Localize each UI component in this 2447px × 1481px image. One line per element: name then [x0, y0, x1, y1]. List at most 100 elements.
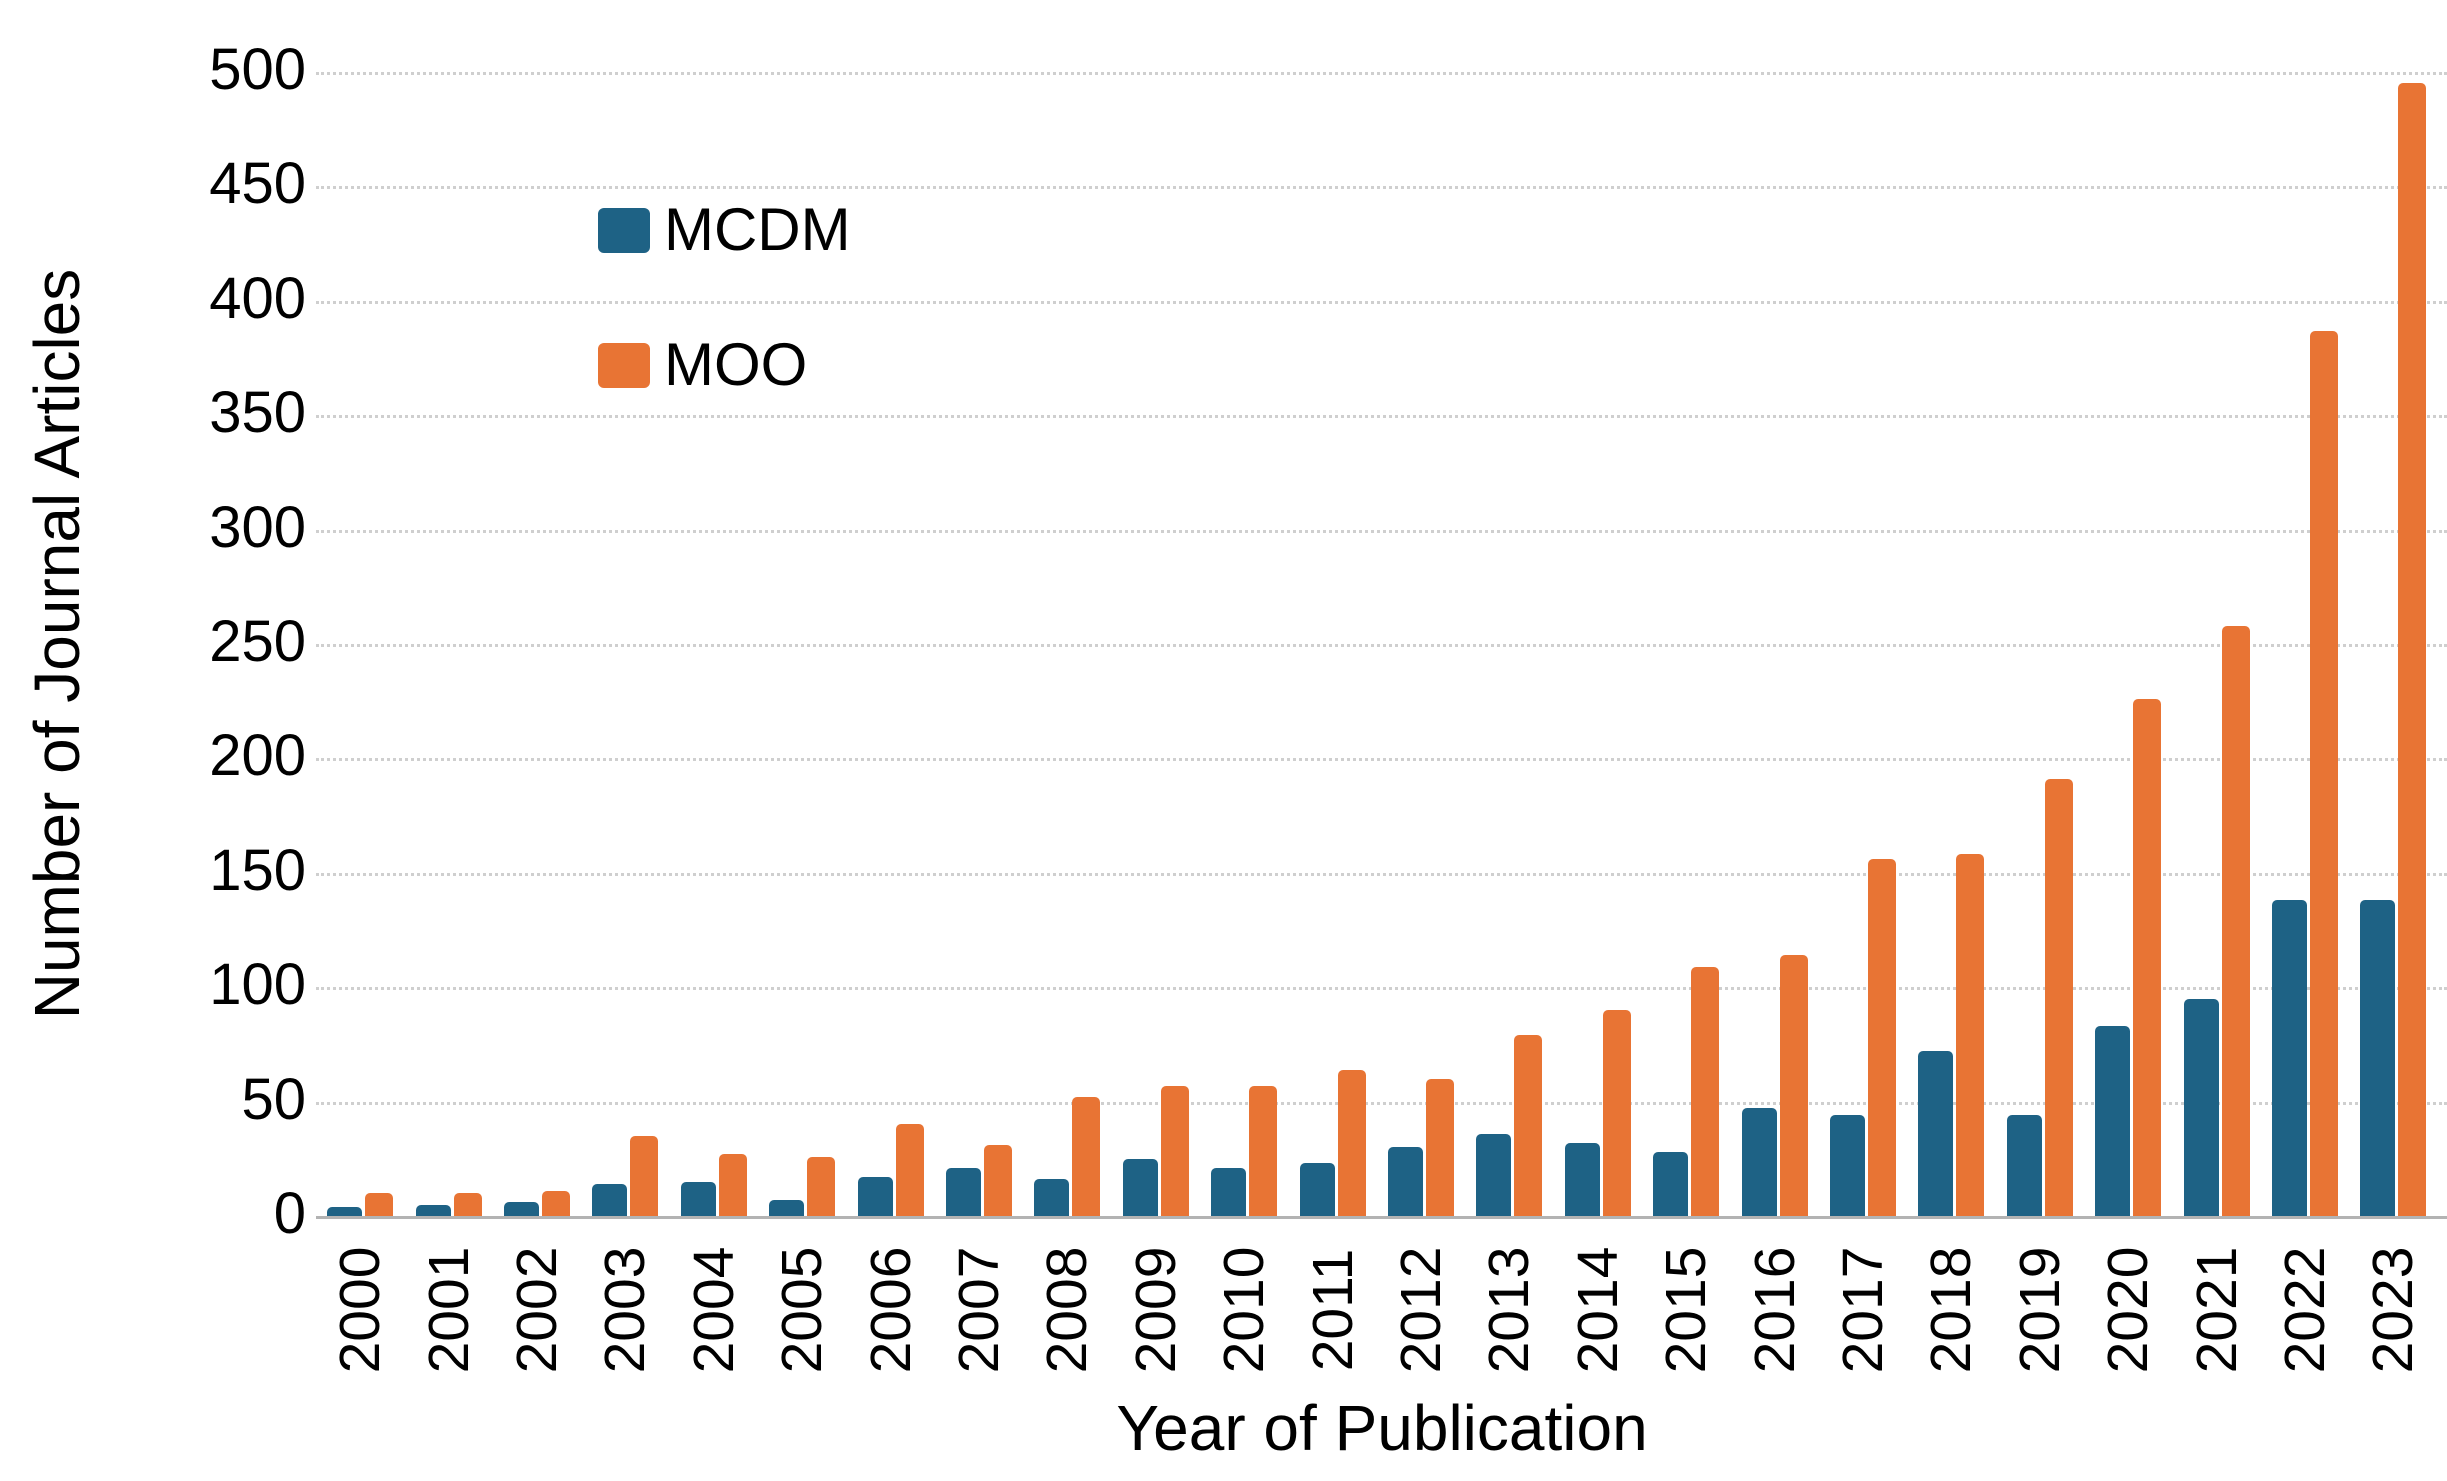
- bar-mcdm-2012: [1388, 1147, 1423, 1216]
- bar-moo-2021: [2221, 625, 2250, 1216]
- legend-entry-moo: MOO: [598, 335, 851, 395]
- y-tick-label-100: 100: [209, 952, 306, 1018]
- bar-mcdm-2016: [1741, 1108, 1777, 1216]
- bar-mcdm-2017: [1830, 1115, 1865, 1216]
- bar-mcdm-2013: [1476, 1133, 1512, 1216]
- x-tick-label-2008: 2008: [1035, 1246, 1100, 1374]
- bar-mcdm-2009: [1122, 1158, 1158, 1216]
- x-tick-label-2014: 2014: [1565, 1246, 1630, 1374]
- bar-mcdm-2002: [504, 1202, 539, 1216]
- bar-moo-2008: [1072, 1097, 1101, 1216]
- bar-moo-2023: [2398, 83, 2427, 1216]
- x-tick-label-2006: 2006: [858, 1246, 923, 1374]
- bar-mcdm-2018: [1918, 1051, 1954, 1216]
- bar-mcdm-2020: [2095, 1026, 2131, 1216]
- legend-entry-mcdm: MCDM: [598, 200, 851, 260]
- bar-moo-2000: [365, 1193, 394, 1216]
- x-tick-label-2009: 2009: [1123, 1246, 1188, 1374]
- bar-moo-2003: [630, 1135, 659, 1216]
- x-tick-label-2000: 2000: [328, 1246, 393, 1374]
- y-tick-label-250: 250: [209, 608, 306, 674]
- x-tick-label-2023: 2023: [2361, 1246, 2426, 1374]
- bar-mcdm-2000: [327, 1206, 363, 1216]
- x-tick-label-2017: 2017: [1831, 1246, 1895, 1374]
- gridline-y-50: [316, 1101, 2447, 1105]
- bar-mcdm-2014: [1564, 1142, 1600, 1216]
- bar-moo-2011: [1337, 1069, 1366, 1216]
- y-tick-label-300: 300: [209, 494, 306, 560]
- x-tick-label-2010: 2010: [1212, 1246, 1277, 1374]
- x-tick-label-2001: 2001: [416, 1246, 481, 1374]
- bar-moo-2012: [1426, 1078, 1454, 1216]
- x-tick-label-2019: 2019: [2007, 1246, 2072, 1374]
- x-tick-label-2003: 2003: [593, 1246, 658, 1374]
- gridline-y-100: [316, 987, 2447, 991]
- bar-moo-2020: [2133, 698, 2162, 1216]
- x-tick-label-2015: 2015: [1654, 1246, 1719, 1374]
- y-tick-label-50: 50: [241, 1066, 306, 1132]
- gridline-y-400: [316, 300, 2447, 304]
- gridline-y-450: [316, 186, 2447, 190]
- gridline-y-300: [316, 529, 2447, 533]
- bar-mcdm-2001: [415, 1204, 451, 1216]
- bar-moo-2006: [895, 1124, 924, 1216]
- x-axis-title: Year of Publication: [1116, 1392, 1648, 1464]
- bar-moo-2022: [2310, 330, 2338, 1216]
- bar-mcdm-2006: [857, 1177, 893, 1216]
- bar-moo-2019: [2044, 778, 2073, 1216]
- bar-mcdm-2023: [2360, 900, 2396, 1216]
- bar-mcdm-2003: [592, 1183, 628, 1216]
- gridline-y-500: [316, 72, 2447, 75]
- bar-moo-2002: [542, 1190, 570, 1216]
- bar-moo-2015: [1691, 966, 1720, 1216]
- gridline-y-350: [316, 415, 2447, 419]
- y-tick-label-400: 400: [209, 265, 306, 331]
- bar-moo-2005: [807, 1156, 836, 1216]
- gridline-y-0: [316, 1216, 2447, 1219]
- bar-moo-2010: [1249, 1085, 1278, 1216]
- bar-moo-2001: [453, 1193, 482, 1216]
- legend-label-mcdm: MCDM: [664, 196, 851, 263]
- bar-mcdm-2022: [2272, 900, 2307, 1216]
- x-tick-label-2011: 2011: [1300, 1248, 1365, 1372]
- x-tick-label-2004: 2004: [681, 1246, 746, 1374]
- x-tick-label-2012: 2012: [1389, 1246, 1453, 1374]
- legend-label-moo: MOO: [664, 331, 808, 398]
- bar-mcdm-2015: [1653, 1151, 1689, 1216]
- bar-moo-2018: [1956, 854, 1985, 1216]
- bar-moo-2016: [1779, 955, 1808, 1216]
- y-axis-title: Number of Journal Articles: [21, 268, 93, 1020]
- bar-moo-2007: [984, 1145, 1012, 1216]
- x-tick-label-2020: 2020: [2096, 1246, 2161, 1374]
- y-tick-label-350: 350: [209, 380, 306, 446]
- bar-moo-2004: [718, 1154, 747, 1216]
- y-tick-label-0: 0: [273, 1180, 306, 1246]
- bar-mcdm-2005: [769, 1199, 805, 1216]
- y-tick-label-200: 200: [209, 723, 306, 789]
- gridline-y-150: [316, 872, 2447, 876]
- x-tick-label-2018: 2018: [1919, 1246, 1984, 1374]
- x-tick-label-2002: 2002: [505, 1246, 569, 1374]
- bar-moo-2009: [1160, 1085, 1189, 1216]
- bar-mcdm-2010: [1211, 1167, 1247, 1216]
- x-tick-label-2016: 2016: [1742, 1246, 1807, 1374]
- bar-mcdm-2021: [2183, 998, 2219, 1216]
- bar-moo-2017: [1868, 859, 1896, 1216]
- bar-moo-2013: [1514, 1035, 1543, 1216]
- moo-swatch-icon: [598, 342, 650, 388]
- gridline-y-200: [316, 758, 2447, 762]
- mcdm-swatch-icon: [598, 207, 650, 253]
- x-tick-label-2022: 2022: [2273, 1246, 2337, 1374]
- bar-mcdm-2004: [680, 1181, 716, 1216]
- bar-mcdm-2011: [1299, 1163, 1335, 1216]
- x-tick-label-2013: 2013: [1477, 1246, 1542, 1374]
- bar-mcdm-2007: [946, 1167, 981, 1216]
- y-tick-label-500: 500: [209, 36, 306, 102]
- x-tick-label-2007: 2007: [947, 1246, 1011, 1374]
- bar-mcdm-2019: [2006, 1115, 2042, 1216]
- x-tick-label-2005: 2005: [770, 1246, 835, 1374]
- x-tick-label-2021: 2021: [2184, 1246, 2249, 1374]
- legend: MCDM MOO: [598, 200, 851, 470]
- bar-mcdm-2008: [1034, 1179, 1070, 1216]
